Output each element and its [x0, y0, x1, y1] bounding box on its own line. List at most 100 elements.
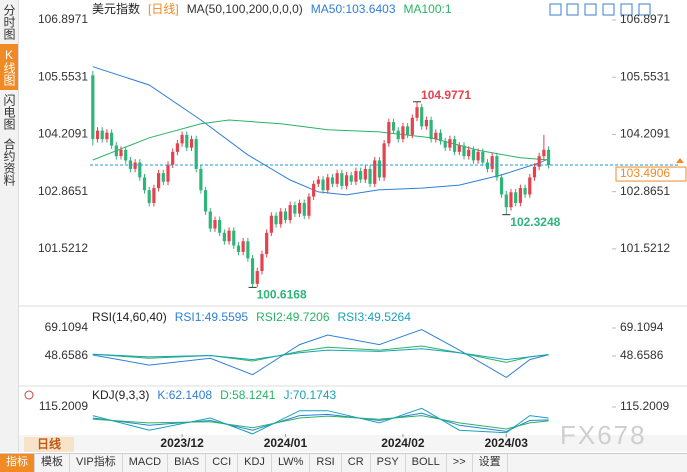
candle-body — [490, 156, 494, 169]
sidebar-tab[interactable]: K线图 — [0, 44, 18, 90]
sidebar-tab[interactable]: 合约资料 — [2, 138, 16, 186]
candle-body — [236, 245, 241, 252]
candle-body — [396, 130, 400, 140]
indicator-tab[interactable]: RSI — [310, 454, 342, 472]
candle-body — [171, 151, 175, 165]
icon[interactable] — [638, 3, 651, 16]
candle-body — [499, 177, 504, 195]
x-tick-label: 2024/02 — [381, 436, 425, 450]
candle-body — [532, 166, 537, 178]
icon[interactable] — [620, 3, 633, 16]
indicator-tab[interactable]: LW% — [272, 454, 311, 472]
candle-body — [504, 194, 508, 208]
candle-body — [462, 145, 466, 157]
settings-icon[interactable] — [24, 390, 34, 400]
candle-body — [485, 162, 490, 169]
candle-body — [321, 179, 325, 191]
extreme-label: 102.3248 — [510, 215, 560, 229]
candle-body — [288, 205, 292, 220]
last-price-box — [615, 166, 687, 182]
last-price-label: 103.4906 — [620, 166, 670, 180]
candle-body — [476, 151, 480, 161]
icon[interactable] — [566, 3, 579, 16]
indicator-tab[interactable]: VIP指标 — [70, 454, 123, 472]
candle-body — [180, 134, 184, 144]
y-tick-label: 102.8651 — [38, 184, 88, 198]
candle-body — [302, 202, 306, 216]
candle-body — [453, 139, 457, 152]
candle-body — [246, 241, 250, 259]
toolbar-icons[interactable] — [549, 3, 651, 16]
indicator-tab[interactable]: 指标 — [0, 454, 35, 472]
candle-body — [142, 177, 147, 191]
candle-body — [138, 162, 142, 178]
candle-body — [203, 190, 208, 212]
y-tick-label: 69.1094 — [45, 320, 89, 334]
candle-body — [471, 149, 475, 161]
candle-body — [438, 132, 443, 142]
sidebar-tab[interactable]: 分时图 — [2, 4, 16, 40]
candle-body — [119, 149, 123, 157]
candle-body — [124, 149, 128, 161]
candle-body — [434, 132, 438, 140]
panel-title: RSI(14,60,40) — [92, 310, 167, 324]
candle-body — [481, 151, 485, 163]
candle-body — [307, 196, 311, 216]
y-tick-label: 104.2091 — [38, 127, 88, 141]
sidebar-tab[interactable]: 闪电图 — [2, 94, 16, 130]
indicator-tabs: 指标 模板 VIP指标 MACD BIAS CCI KDJ LW% RSI CR PSY BOLL >>… — [0, 453, 687, 472]
legend-entry: K:62.1408 — [157, 388, 212, 402]
candle-body — [406, 126, 410, 135]
candle-body — [175, 143, 179, 152]
indicator-line — [92, 119, 549, 161]
candle-body — [326, 177, 330, 191]
candle-body — [382, 143, 386, 178]
legend-entry: RSI2:49.7206 — [256, 310, 330, 324]
y-tick-label: 101.5212 — [620, 241, 670, 255]
indicator-line — [92, 328, 549, 378]
indicator-tab[interactable]: 模板 — [35, 454, 70, 472]
candle-body — [199, 168, 203, 191]
period-button[interactable]: 日线 — [24, 437, 74, 452]
candle-body — [335, 173, 339, 184]
indicator-line — [92, 348, 549, 361]
indicator-tab[interactable]: >> — [447, 454, 473, 472]
candle-body — [157, 173, 161, 189]
candle-body — [269, 215, 273, 233]
extreme-label: 104.9771 — [421, 88, 471, 102]
indicator-tab[interactable]: CCI — [206, 454, 239, 472]
watermark: FX678 — [560, 420, 647, 450]
candle-body — [410, 117, 414, 135]
candle-body — [265, 232, 269, 255]
candle-body — [509, 192, 513, 208]
sidebar: 分时图 K线图闪电图合约资料 — [0, 0, 19, 452]
candle-body — [542, 149, 546, 157]
icon[interactable] — [584, 3, 597, 16]
indicator-tab[interactable]: MACD — [123, 454, 169, 472]
x-tick-label: 2023/12 — [160, 436, 204, 450]
candle-body — [213, 219, 217, 229]
icon[interactable] — [549, 3, 562, 16]
indicator-tab[interactable]: KDJ — [238, 454, 272, 472]
candle-body — [114, 145, 118, 157]
y-tick-label: 115.2009 — [39, 399, 88, 413]
candle-body — [250, 258, 255, 284]
panel-title: KDJ(9,3,3) — [92, 388, 149, 402]
indicator-tab[interactable]: CR — [342, 454, 371, 472]
icon[interactable] — [602, 3, 615, 16]
candle-body — [105, 132, 109, 140]
candle-body — [161, 173, 165, 182]
candle-body — [523, 188, 527, 195]
indicator-tab[interactable]: BIAS — [168, 454, 207, 472]
candle-body — [495, 156, 499, 178]
candle-body — [420, 107, 424, 127]
indicator-tab[interactable]: 设置 — [473, 454, 508, 472]
y-tick-label: 48.6586 — [45, 348, 89, 362]
candle-body — [424, 119, 429, 127]
candle-body — [340, 173, 344, 186]
y-tick-label: 106.8971 — [38, 12, 88, 26]
indicator-tab[interactable]: BOLL — [406, 454, 447, 472]
indicator-tab[interactable]: PSY — [371, 454, 406, 472]
candle-body — [222, 232, 226, 242]
candle-body — [95, 130, 100, 140]
